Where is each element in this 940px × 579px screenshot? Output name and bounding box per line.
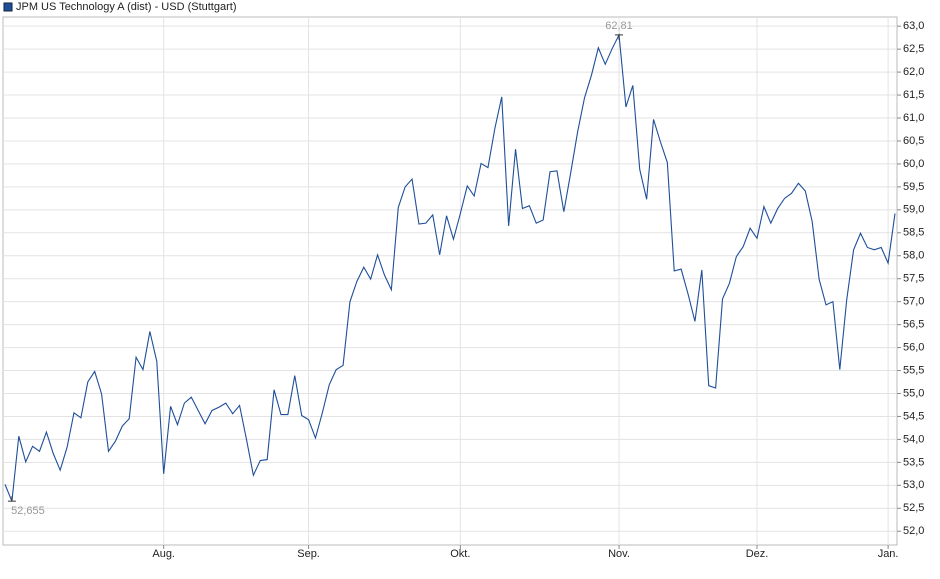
y-tick-label: 58,5 [903,227,924,239]
y-tick-label: 62,5 [903,43,924,55]
y-tick-label: 59,0 [903,204,924,216]
x-tick-label: Sep. [297,548,320,560]
y-tick-label: 56,0 [903,341,924,353]
y-tick-label: 61,0 [903,112,924,124]
y-tick-label: 57,5 [903,273,924,285]
legend-label: JPM US Technology A (dist) - USD (Stuttg… [16,1,236,13]
y-tick-label: 57,0 [903,296,924,308]
y-tick-label: 52,0 [903,525,924,537]
price-line [4,32,896,502]
y-tick-label: 58,0 [903,250,924,262]
x-tick-label: Jan. [878,548,899,560]
legend-swatch [3,2,13,12]
y-tick-label: 55,5 [903,364,924,376]
x-tick-label: Nov. [608,548,630,560]
y-tick-label: 61,5 [903,89,924,101]
extreme-label: 62,81 [605,20,633,32]
x-tick-label: Aug. [152,548,175,560]
y-tick-label: 56,5 [903,319,924,331]
x-tick-label: Dez. [746,548,769,560]
plot-frame [2,16,898,546]
y-tick-label: 54,0 [903,433,924,445]
y-tick-label: 52,5 [903,502,924,514]
x-tick-label: Okt. [450,548,470,560]
y-tick-label: 54,5 [903,410,924,422]
y-tick-label: 60,5 [903,135,924,147]
y-tick-label: 60,0 [903,158,924,170]
y-tick-label: 53,0 [903,479,924,491]
y-tick-label: 63,0 [903,20,924,32]
extreme-label: 52,655 [11,505,45,517]
y-tick-label: 55,0 [903,387,924,399]
y-tick-label: 62,0 [903,66,924,78]
y-tick-label: 53,5 [903,456,924,468]
y-tick-label: 59,5 [903,181,924,193]
